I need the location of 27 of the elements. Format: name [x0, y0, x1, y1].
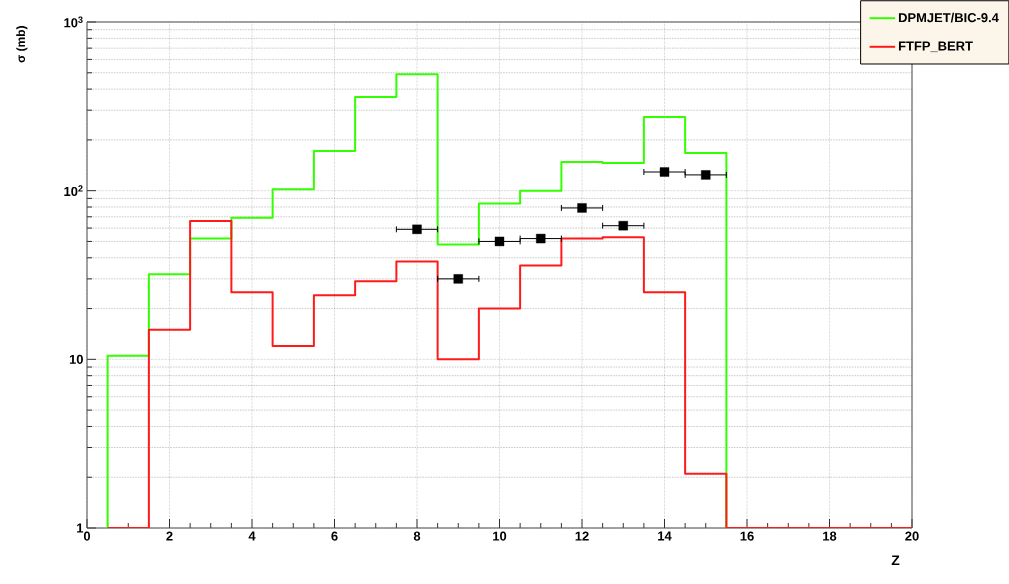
- point: [659, 167, 670, 177]
- x-tick-label: 4: [248, 531, 256, 541]
- point: [536, 233, 546, 244]
- x-tick-label: 20: [905, 531, 919, 541]
- x-tick-label: 14: [658, 531, 672, 541]
- y-axis-title: σ (mb): [16, 26, 28, 63]
- x-tick-label: 16: [740, 531, 754, 541]
- legend-label: FTFP_BERT: [898, 41, 973, 53]
- point: [701, 170, 711, 180]
- x-tick-label: 2: [166, 531, 173, 541]
- point: [577, 203, 587, 213]
- x-tick-label: 0: [83, 531, 91, 541]
- x-tick-label: 8: [413, 531, 421, 541]
- y-tick-label: 1: [77, 523, 84, 533]
- x-tick-label: 18: [823, 531, 837, 541]
- legend-label: DPMJET/BIC-9.4: [898, 12, 999, 23]
- point: [494, 236, 505, 247]
- point: [453, 274, 463, 284]
- y-tick-label: 10$^{3}$: [64, 16, 83, 28]
- x-tick-label: 10: [493, 531, 507, 541]
- y-tick-label: 10: [69, 354, 83, 364]
- x-tick-label: 12: [575, 531, 589, 541]
- x-tick-label: 6: [331, 531, 338, 541]
- point: [412, 224, 422, 234]
- y-tick-label: 10$^{2}$: [64, 185, 83, 197]
- x-axis-title: Z: [891, 555, 900, 566]
- point: [618, 221, 628, 231]
